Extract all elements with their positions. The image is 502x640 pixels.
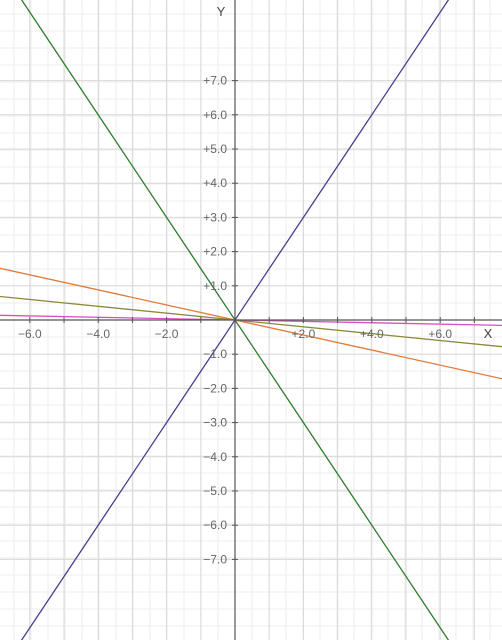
y-tick-label: −4.0 — [203, 450, 227, 464]
y-tick-label: −6.0 — [203, 518, 227, 532]
y-tick-label: −1.0 — [203, 347, 227, 361]
y-tick-label: −2.0 — [203, 381, 227, 395]
y-axis-label: Y — [217, 4, 226, 19]
x-tick-label: +4.0 — [360, 327, 384, 341]
y-tick-label: +2.0 — [203, 245, 227, 259]
x-axis-label: X — [484, 326, 493, 341]
y-tick-label: −3.0 — [203, 416, 227, 430]
chart-svg: −6.0 −4.0 −2.0 +2.0 +4.0 +6.0 −7.0 −6.0 −5.0 −4.0… — [0, 0, 502, 640]
x-tick-label: −6.0 — [18, 327, 42, 341]
y-tick-label: +5.0 — [203, 142, 227, 156]
y-tick-label: −5.0 — [203, 484, 227, 498]
y-tick-label: −7.0 — [203, 552, 227, 566]
x-tick-label: +6.0 — [428, 327, 452, 341]
x-tick-label: −2.0 — [155, 327, 179, 341]
y-tick-label: +1.0 — [203, 279, 227, 293]
x-tick-label: −4.0 — [86, 327, 110, 341]
y-tick-label: +4.0 — [203, 176, 227, 190]
y-tick-label: +3.0 — [203, 210, 227, 224]
y-tick-label: +6.0 — [203, 108, 227, 122]
x-tick-label: +2.0 — [292, 327, 316, 341]
coordinate-plane-chart: −6.0 −4.0 −2.0 +2.0 +4.0 +6.0 −7.0 −6.0 −5.0 −4.0… — [0, 0, 502, 640]
y-tick-label: +7.0 — [203, 74, 227, 88]
